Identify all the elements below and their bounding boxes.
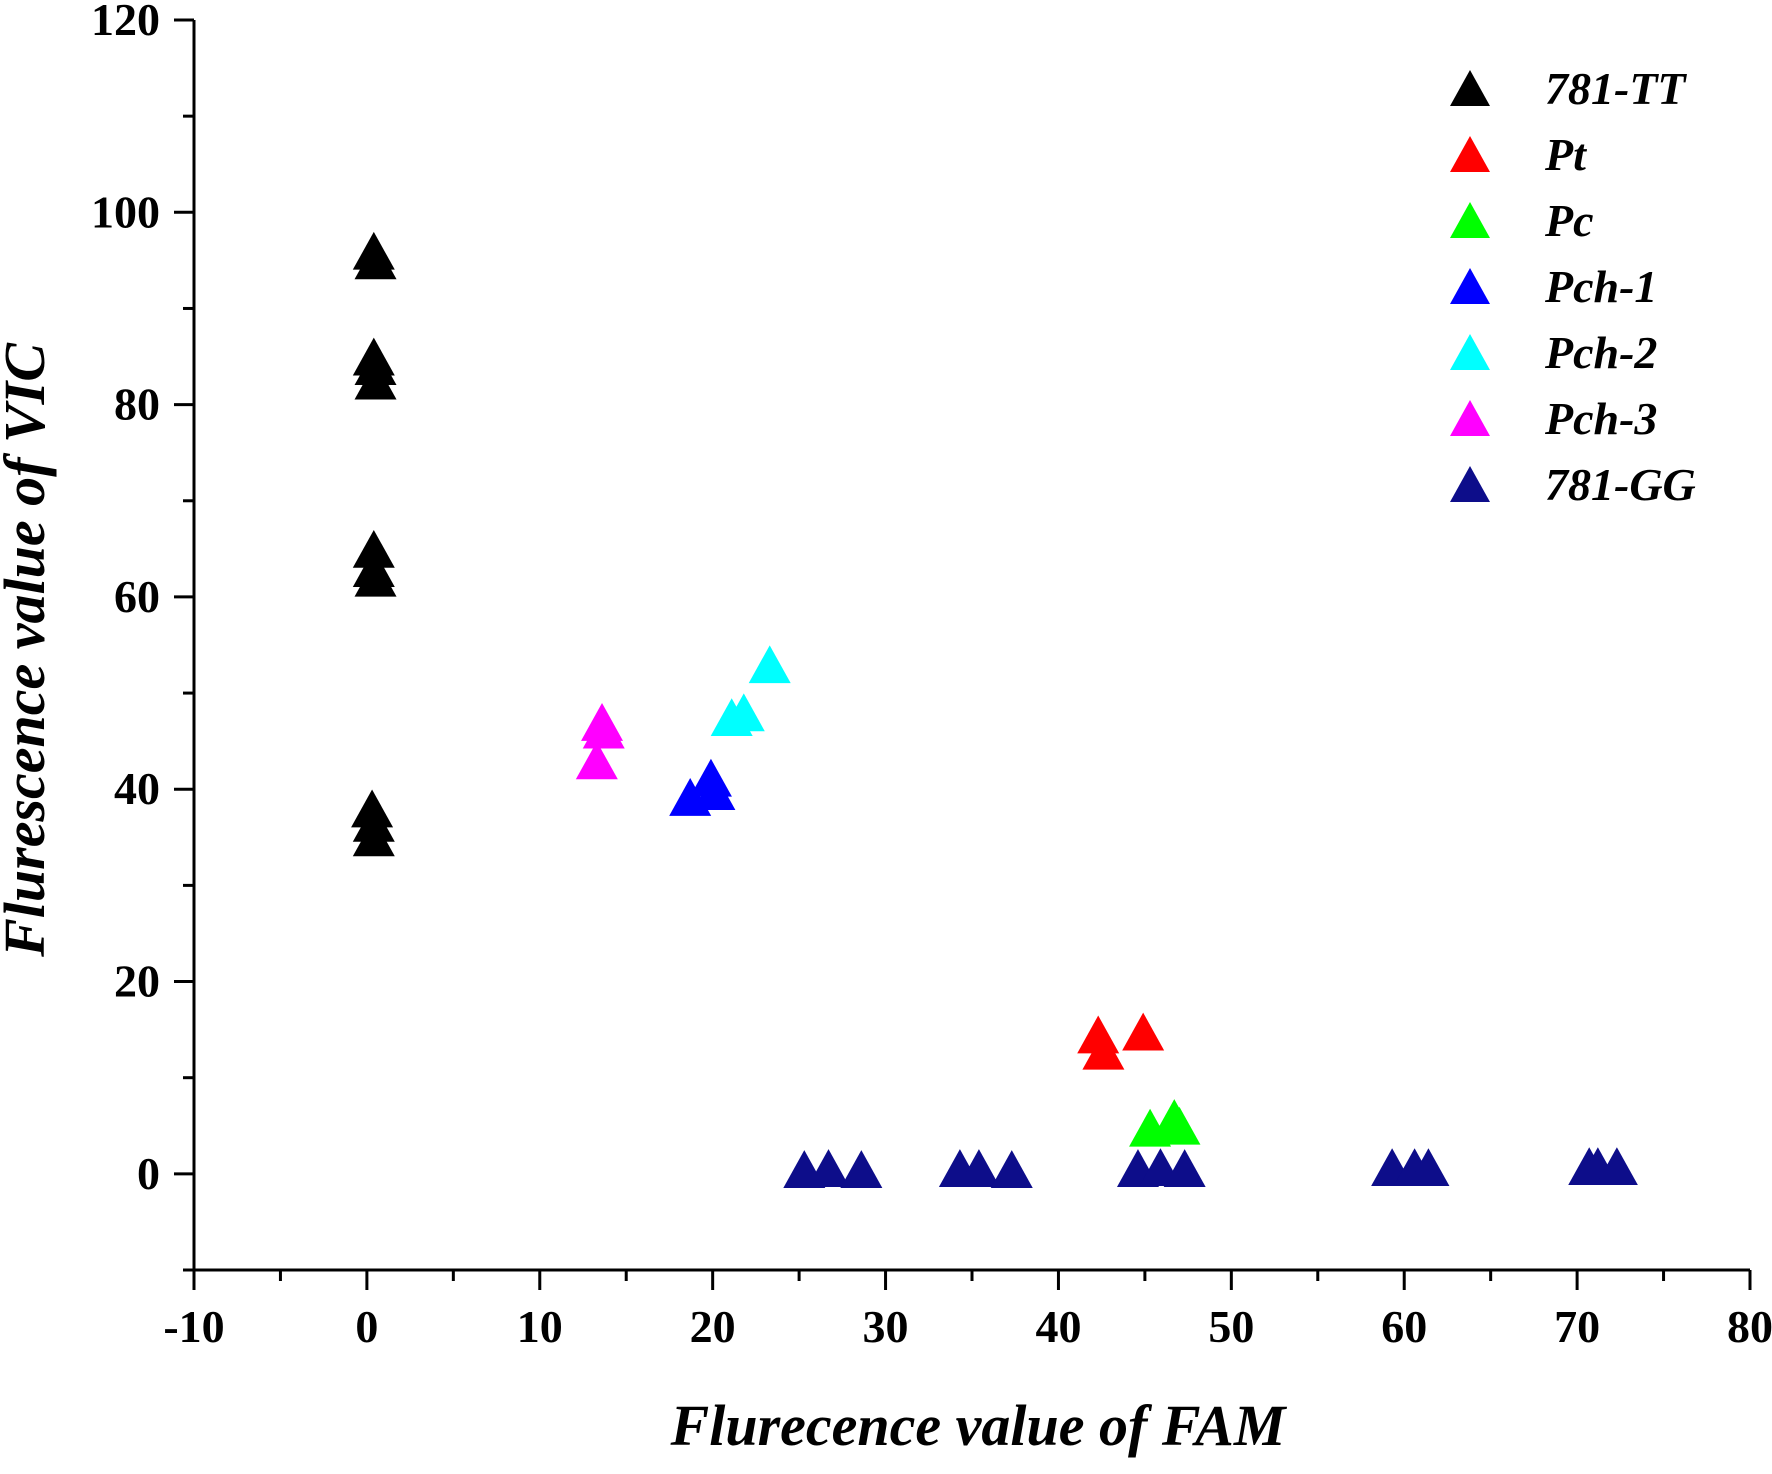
series-pc bbox=[1129, 1099, 1201, 1147]
x-tick-label: 80 bbox=[1727, 1301, 1772, 1352]
y-axis-title: Flurescence value of VIC bbox=[0, 342, 57, 958]
x-tick-label: 40 bbox=[1035, 1301, 1081, 1352]
series-pt bbox=[1077, 1012, 1165, 1070]
legend-label: Pch-1 bbox=[1544, 261, 1657, 312]
data-point bbox=[693, 772, 736, 811]
legend-marker bbox=[1450, 136, 1490, 172]
legend-item: Pt bbox=[1450, 129, 1587, 180]
legend-marker bbox=[1450, 466, 1490, 502]
data-point bbox=[1158, 1106, 1201, 1145]
y-tick-label: 40 bbox=[114, 763, 160, 814]
x-tick-label: 10 bbox=[517, 1301, 563, 1352]
data-point bbox=[582, 710, 625, 749]
legend-item: 781-GG bbox=[1450, 459, 1696, 510]
data-point bbox=[575, 741, 618, 780]
x-tick-label: 60 bbox=[1381, 1301, 1427, 1352]
x-tick-label: -10 bbox=[163, 1301, 224, 1352]
legend-label: Pt bbox=[1544, 129, 1587, 180]
data-point bbox=[1082, 1031, 1125, 1070]
y-tick-label: 0 bbox=[137, 1148, 160, 1199]
y-tick-label: 20 bbox=[114, 956, 160, 1007]
legend-item: Pch-1 bbox=[1450, 261, 1657, 312]
data-point bbox=[1407, 1148, 1450, 1187]
x-tick-label: 0 bbox=[355, 1301, 378, 1352]
data-point bbox=[1122, 1012, 1165, 1051]
legend-item: Pch-3 bbox=[1450, 393, 1657, 444]
data-point bbox=[1595, 1147, 1638, 1186]
series-781-tt bbox=[351, 231, 397, 857]
data-point bbox=[957, 1149, 1000, 1187]
x-tick-label: 30 bbox=[863, 1301, 909, 1352]
y-tick-label: 100 bbox=[91, 186, 160, 237]
data-point bbox=[807, 1149, 850, 1187]
series-pch-1 bbox=[669, 758, 736, 816]
x-tick-label: 50 bbox=[1208, 1301, 1254, 1352]
data-point bbox=[354, 361, 397, 400]
data-point bbox=[352, 818, 395, 857]
data-point bbox=[1163, 1149, 1206, 1187]
y-tick-label: 80 bbox=[114, 379, 160, 430]
data-point bbox=[352, 529, 395, 568]
data-point bbox=[354, 241, 397, 280]
legend-item: 781-TT bbox=[1450, 63, 1687, 114]
data-point bbox=[722, 693, 765, 732]
data-point bbox=[748, 645, 791, 684]
legend: 781-TT Pt Pc Pch-1 Pch-2 Pch-3 781-GG bbox=[1450, 63, 1696, 510]
legend-marker bbox=[1450, 400, 1490, 436]
legend-item: Pc bbox=[1450, 195, 1594, 246]
x-axis-title: Flurecence value of FAM bbox=[670, 1393, 1288, 1458]
data-point bbox=[840, 1150, 883, 1188]
legend-label: Pch-3 bbox=[1544, 393, 1657, 444]
legend-label: 781-TT bbox=[1545, 63, 1687, 114]
x-tick-label: 20 bbox=[690, 1301, 736, 1352]
legend-label: 781-GG bbox=[1545, 459, 1696, 510]
data-point bbox=[354, 558, 397, 597]
legend-label: Pc bbox=[1544, 195, 1594, 246]
legend-marker bbox=[1450, 334, 1490, 370]
legend-marker bbox=[1450, 268, 1490, 304]
series-pch-2 bbox=[710, 645, 791, 737]
y-tick-label: 60 bbox=[114, 571, 160, 622]
series-781-gg bbox=[783, 1147, 1638, 1188]
legend-item: Pch-2 bbox=[1450, 327, 1657, 378]
x-tick-label: 70 bbox=[1554, 1301, 1600, 1352]
data-point bbox=[1129, 1108, 1172, 1147]
legend-label: Pch-2 bbox=[1544, 327, 1657, 378]
y-tick-label: 120 bbox=[91, 0, 160, 45]
legend-marker bbox=[1450, 70, 1490, 106]
series-pch-3 bbox=[575, 703, 625, 780]
legend-marker bbox=[1450, 202, 1490, 238]
data-point bbox=[990, 1150, 1033, 1188]
